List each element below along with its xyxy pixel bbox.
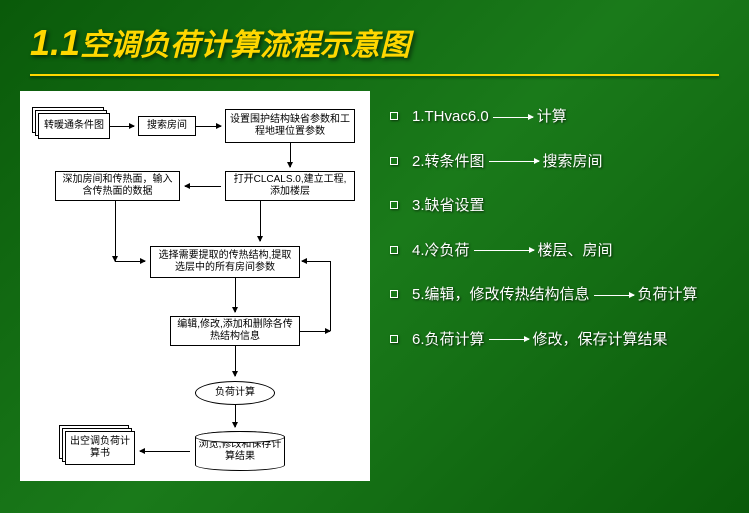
bullet-text: 3.缺省设置 xyxy=(412,195,729,218)
bullet-text: 4.冷负荷楼层、房间 xyxy=(412,240,729,263)
title-underline xyxy=(30,74,719,76)
title-number: 1.1 xyxy=(30,22,80,63)
flowchart-arrow xyxy=(330,261,331,331)
flowchart-node-n1: 转暖通条件图 xyxy=(38,113,110,139)
flowchart-arrow xyxy=(235,346,236,376)
bullet-marker-icon xyxy=(390,112,398,120)
flowchart-arrow xyxy=(115,261,145,262)
arrow-icon xyxy=(594,295,634,296)
bullet-marker-icon xyxy=(390,157,398,165)
flowchart-node-n5: 打开CLCALS.0,建立工程,添加楼层 xyxy=(225,171,355,201)
flowchart-node-n7: 编辑,修改,添加和删除各传热结构信息 xyxy=(170,316,300,346)
bullet-text: 5.编辑，修改传热结构信息负荷计算 xyxy=(412,284,729,307)
flowchart-arrow xyxy=(302,261,330,262)
flowchart-node-n2: 搜索房间 xyxy=(138,116,196,136)
flowchart-node-n9: 出空调负荷计算书 xyxy=(65,431,135,465)
bullet-list: 1.THvac6.0计算 2.转条件图搜索房间 3.缺省设置 4.冷负荷楼层、房间 5.… xyxy=(390,91,729,481)
flowchart-arrow xyxy=(235,278,236,312)
bullet-marker-icon xyxy=(390,201,398,209)
flowchart-arrow xyxy=(110,126,134,127)
flowchart-arrow xyxy=(196,126,221,127)
flowchart-node-n8: 负荷计算 xyxy=(195,381,275,405)
bullet-item-2: 2.转条件图搜索房间 xyxy=(390,151,729,174)
flowchart-diagram: 转暖通条件图 搜索房间 设置围护结构缺省参数和工程地理位置参数深加房间和传热面，输入… xyxy=(20,91,370,481)
bullet-text: 1.THvac6.0计算 xyxy=(412,106,729,129)
bullet-item-5: 5.编辑，修改传热结构信息负荷计算 xyxy=(390,284,729,307)
arrow-icon xyxy=(474,250,534,251)
flowchart-arrow xyxy=(115,201,116,261)
arrow-icon xyxy=(493,117,533,118)
bullet-text: 2.转条件图搜索房间 xyxy=(412,151,729,174)
bullet-item-1: 1.THvac6.0计算 xyxy=(390,106,729,129)
flowchart-node-n3: 设置围护结构缺省参数和工程地理位置参数 xyxy=(225,109,355,143)
flowchart-arrow xyxy=(185,186,221,187)
flowchart-arrow xyxy=(235,405,236,427)
flowchart-node-n10: 浏览,修改和保存计算结果 xyxy=(195,431,285,471)
bullet-item-6: 6.负荷计算修改，保存计算结果 xyxy=(390,329,729,352)
arrow-icon xyxy=(489,339,529,340)
arrow-icon xyxy=(489,161,539,162)
slide-title: 1.1空调负荷计算流程示意图 xyxy=(0,0,749,74)
flowchart-node-n6: 选择需要提取的传热结构,提取选层中的所有房间参数 xyxy=(150,246,300,278)
bullet-item-3: 3.缺省设置 xyxy=(390,195,729,218)
title-text: 空调负荷计算流程示意图 xyxy=(80,29,410,62)
bullet-item-4: 4.冷负荷楼层、房间 xyxy=(390,240,729,263)
flowchart-arrow xyxy=(290,143,291,167)
flowchart-arrow xyxy=(300,331,330,332)
flowchart-arrow xyxy=(140,451,190,452)
bullet-marker-icon xyxy=(390,246,398,254)
bullet-marker-icon xyxy=(390,290,398,298)
content-area: 转暖通条件图 搜索房间 设置围护结构缺省参数和工程地理位置参数深加房间和传热面，输入… xyxy=(0,86,749,486)
flowchart-arrow xyxy=(260,201,261,241)
flowchart-node-n4: 深加房间和传热面，输入含传热面的数据 xyxy=(55,171,180,201)
bullet-text: 6.负荷计算修改，保存计算结果 xyxy=(412,329,729,352)
bullet-marker-icon xyxy=(390,335,398,343)
